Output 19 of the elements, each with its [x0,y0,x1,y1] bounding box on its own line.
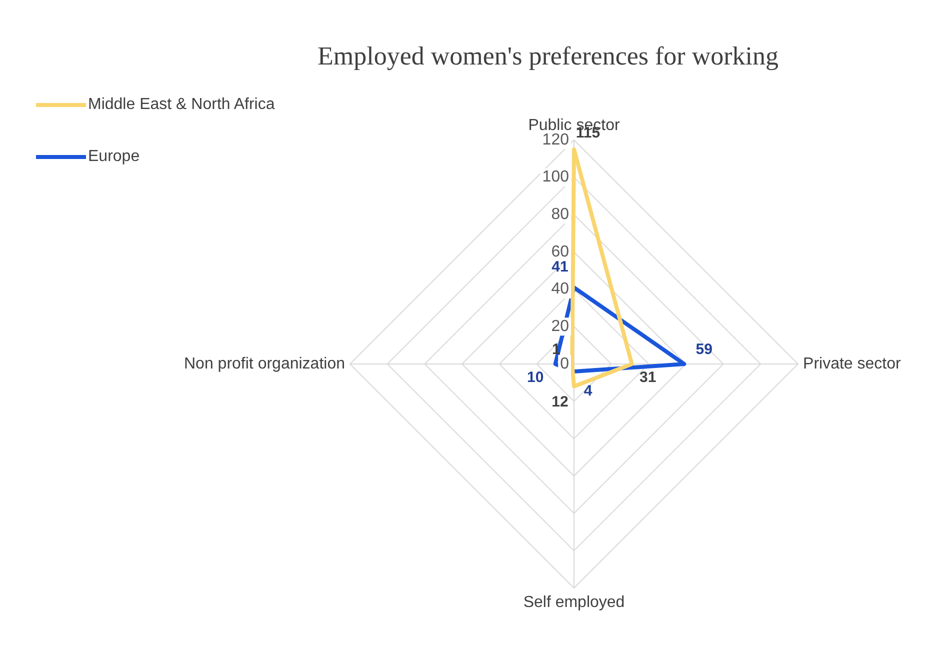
legend-label: Middle East & North Africa [88,96,275,114]
y-tick-label: 0 [560,355,570,372]
y-tick-label: 20 [551,318,570,336]
spoke-label: Self employed [523,594,625,612]
y-tick-label: 100 [542,168,570,186]
y-tick-label: 120 [542,131,570,148]
y-tick-label: 40 [551,280,570,298]
data-label: 10 [526,369,544,386]
data-label: 59 [696,341,712,358]
data-label: 41 [552,258,568,276]
spoke-label: Non profit organization [184,355,345,372]
legend-label: Europe [88,148,140,166]
spoke-label: Private sector [803,355,902,372]
y-tick-label: 60 [551,243,570,260]
data-label: 4 [584,382,593,400]
data-label: 12 [552,394,568,411]
chart-title: Employed women's preferences for working [318,41,778,70]
data-label: 31 [640,369,656,386]
y-tick-label: 80 [551,206,570,224]
